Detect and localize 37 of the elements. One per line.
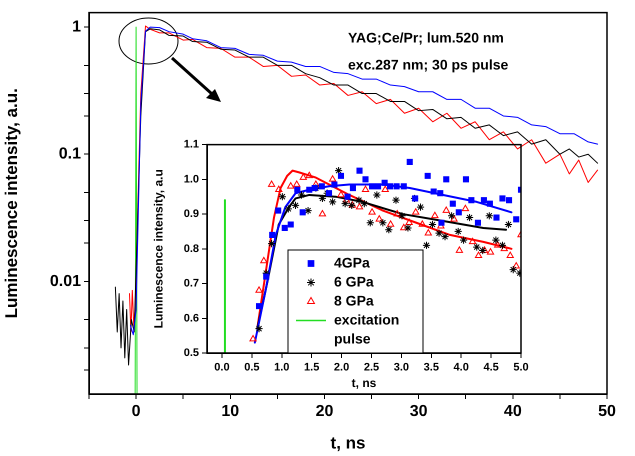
- y-tick-label: 0.9: [184, 208, 199, 220]
- y-tick-label: 0.1: [58, 146, 82, 163]
- x-tick-label: 2.0: [334, 362, 350, 374]
- x-tick-label: 1.0: [274, 362, 290, 374]
- y-tick-label: 0.8: [184, 242, 199, 255]
- y-tick-label: 1.1: [184, 138, 199, 151]
- x-tick-label: 2.5: [364, 362, 380, 374]
- x-tick-label: 0.5: [244, 362, 260, 374]
- legend-label: 6 GPa: [334, 273, 374, 290]
- x-tick-label: 5.0: [513, 362, 529, 374]
- legend-label: 4GPa: [334, 254, 370, 270]
- x-tick-label: 4.5: [483, 362, 499, 374]
- y-tick-label: 0.5: [184, 347, 199, 360]
- annotation: YAG;Ce/Pr; lum.520 nm: [348, 29, 504, 46]
- x-tick-label: 50: [598, 403, 616, 420]
- y-tick-label: 0.6: [184, 312, 199, 324]
- x-tick-label: 4.0: [454, 362, 469, 374]
- x-tick-label: 30: [410, 403, 428, 420]
- legend-label: excitation pulse: [334, 311, 400, 346]
- x-axis-title: t, ns: [330, 433, 366, 452]
- y-tick-label: 0.7: [184, 278, 199, 290]
- annotation: exc.287 nm; 30 ps pulse: [348, 56, 509, 72]
- x-tick-label: 40: [504, 403, 522, 420]
- legend-label: 8 GPa: [334, 292, 374, 308]
- y-tick-label: 1: [72, 18, 82, 36]
- y-tick-label: 0.01: [50, 272, 82, 290]
- x-tick-label: 0.0: [214, 362, 230, 374]
- y-axis-title: Luminescence intensity, a.u.: [2, 88, 21, 318]
- x-tick-label: 3.5: [424, 362, 439, 374]
- y-axis-title: Luminescence intensity, a.u: [152, 169, 166, 328]
- x-tick-label: 20: [316, 403, 334, 420]
- x-tick-label: 10: [221, 403, 240, 420]
- x-tick-label: 0: [132, 403, 141, 420]
- x-tick-label: 1.5: [304, 362, 320, 374]
- x-tick-label: 3.0: [394, 362, 410, 374]
- x-axis-title: t, ns: [352, 376, 377, 390]
- y-tick-label: 1.0: [184, 173, 199, 186]
